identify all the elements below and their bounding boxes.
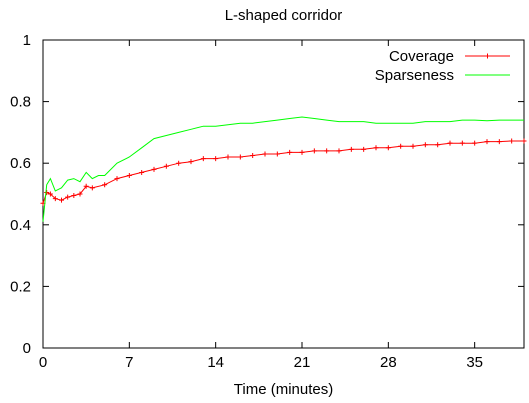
x-axis: 0 7 14 21 28 35 — [39, 40, 483, 371]
data-point — [509, 138, 515, 144]
chart-title: L-shaped corridor — [225, 7, 343, 24]
data-point — [114, 176, 120, 182]
series-layer — [40, 116, 527, 222]
legend: Coverage Sparseness — [375, 48, 510, 84]
data-point — [348, 146, 354, 152]
data-point — [410, 143, 416, 149]
x-tick-label: 21 — [294, 354, 311, 371]
x-tick-label: 28 — [380, 354, 397, 371]
legend-label-coverage: Coverage — [389, 48, 454, 65]
data-point — [225, 154, 231, 160]
data-point — [274, 151, 280, 157]
data-point — [237, 154, 243, 160]
legend-label-sparseness: Sparseness — [375, 67, 454, 84]
y-tick-label: 0.6 — [10, 155, 31, 172]
legend-marker-coverage — [485, 53, 490, 59]
data-point — [83, 183, 89, 189]
data-point — [139, 169, 145, 175]
data-point — [398, 143, 404, 149]
x-tick-label: 35 — [466, 354, 483, 371]
data-point — [262, 151, 268, 157]
y-tick-label: 1 — [23, 32, 31, 49]
data-point — [496, 139, 502, 145]
data-point — [65, 194, 71, 200]
y-axis: 0 0.2 0.4 0.6 0.8 1 — [10, 32, 524, 357]
data-point — [324, 148, 330, 154]
data-point — [521, 138, 527, 144]
y-tick-label: 0.8 — [10, 94, 31, 111]
y-tick-label: 0 — [23, 340, 31, 357]
series-coverage — [40, 138, 527, 206]
data-point — [77, 191, 83, 197]
data-point — [176, 160, 182, 166]
data-point — [213, 156, 219, 162]
y-tick-label: 0.4 — [10, 217, 31, 234]
data-point — [47, 191, 53, 197]
plot-border — [42, 39, 525, 349]
plot-frame — [42, 39, 525, 349]
data-point — [52, 196, 58, 202]
data-point — [250, 153, 256, 158]
data-point — [422, 142, 428, 148]
x-tick-label: 0 — [39, 354, 47, 371]
data-point — [200, 156, 206, 162]
series-line-sparseness — [42, 116, 524, 222]
data-point — [71, 193, 77, 199]
data-point — [188, 159, 194, 165]
data-point — [89, 185, 95, 191]
data-point — [373, 145, 379, 151]
data-point — [472, 140, 478, 146]
data-point — [102, 182, 108, 188]
data-point — [151, 166, 157, 172]
x-tick-label: 14 — [207, 354, 224, 371]
data-point — [484, 139, 490, 145]
data-point — [299, 149, 305, 155]
data-point — [163, 163, 169, 169]
y-tick-label: 0.2 — [10, 278, 31, 295]
data-point — [336, 148, 342, 154]
x-axis-title: Time (minutes) — [234, 381, 333, 398]
data-point — [385, 145, 391, 151]
data-point — [44, 189, 50, 195]
data-point — [459, 140, 465, 146]
data-point — [447, 140, 453, 146]
data-point — [287, 149, 293, 155]
data-point — [59, 197, 64, 203]
data-point — [435, 142, 441, 148]
data-point — [126, 173, 132, 179]
data-point — [311, 148, 317, 154]
x-tick-label: 7 — [125, 354, 133, 371]
data-point — [361, 146, 367, 152]
series-sparseness — [42, 116, 524, 222]
series-line-coverage — [42, 140, 524, 204]
